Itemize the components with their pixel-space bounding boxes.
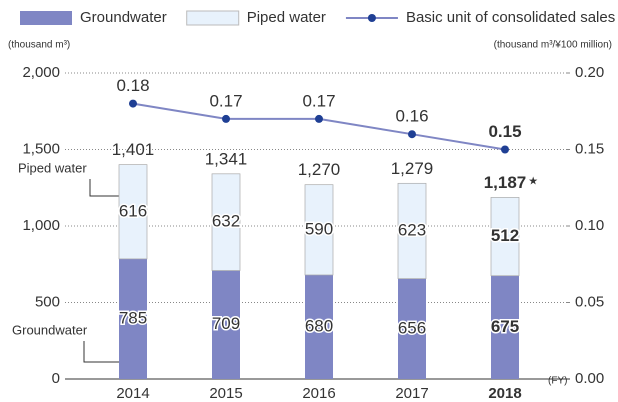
line-label: 0.17 — [209, 91, 242, 110]
bar-segment — [304, 184, 334, 276]
y2-axis-label: (thousand m³/¥100 million) — [494, 40, 612, 51]
legend-swatch — [20, 11, 72, 25]
x-tick-label: 2017 — [395, 385, 428, 402]
y2-tick-label: 0.00 — [575, 370, 604, 387]
y2-tick-label: 0.15 — [575, 140, 604, 157]
total-mark: ★ — [528, 175, 538, 187]
data-label: 632 — [212, 212, 240, 231]
line-point — [129, 99, 137, 108]
y-tick-label: 500 — [35, 293, 60, 310]
bar-segment — [212, 270, 240, 379]
data-label: 785 — [119, 308, 147, 327]
total-label: 1,187 — [484, 173, 527, 192]
y-axis-label: (thousand m³) — [8, 40, 70, 51]
data-label: 675 — [491, 317, 519, 336]
callout — [83, 341, 131, 363]
y2-tick-label: 0.20 — [575, 64, 604, 81]
bar-segment — [118, 164, 148, 260]
data-label: 656 — [398, 318, 426, 337]
data-label: 590 — [305, 219, 333, 238]
y2-tick-label: 0.10 — [575, 217, 604, 234]
data-label: 616 — [119, 201, 147, 220]
legend-label: Groundwater — [80, 9, 167, 26]
legend-dot — [367, 14, 376, 22]
data-label: 680 — [305, 316, 333, 335]
x-tick-label: 2016 — [302, 385, 335, 402]
y-tick-label: 1,500 — [22, 140, 60, 157]
x-tick-label: 2018 — [488, 385, 521, 402]
legend-label: Basic unit of consolidated sales — [406, 9, 615, 26]
bar-segment — [119, 258, 147, 379]
data-label: 512 — [491, 226, 519, 245]
annotation: Groundwater — [12, 322, 88, 337]
annotation: Piped water — [18, 160, 87, 175]
line-label: 0.16 — [395, 107, 428, 126]
y-tick-label: 2,000 — [22, 64, 60, 81]
total-label: 1,279 — [391, 159, 434, 178]
line-point — [501, 145, 509, 154]
bar-segment — [211, 173, 241, 271]
legend-swatch — [186, 10, 240, 26]
x-tick-label: 2014 — [116, 385, 149, 402]
total-label: 1,401 — [112, 140, 155, 159]
line — [132, 102, 506, 151]
legend-label: Piped water — [247, 9, 326, 26]
line-point — [222, 114, 230, 123]
y-tick-label: 1,000 — [22, 217, 60, 234]
callout — [89, 179, 131, 197]
y2-tick-label: 0.05 — [575, 293, 604, 310]
x-tick-label: 2015 — [209, 385, 242, 402]
bar-segment — [491, 275, 519, 379]
data-label: 623 — [398, 220, 426, 239]
bar-segment — [398, 278, 426, 379]
bar-segment — [397, 182, 427, 279]
line-label: 0.17 — [302, 91, 335, 110]
bar-segment — [490, 197, 520, 277]
line-label: 0.15 — [488, 122, 521, 141]
data-label: 709 — [212, 314, 240, 333]
x-unit: (FY) — [548, 376, 567, 387]
total-label: 1,270 — [298, 160, 341, 179]
y-tick-label: 0 — [52, 370, 60, 387]
line-point — [408, 130, 416, 139]
line-label: 0.18 — [116, 76, 149, 95]
bar-segment — [305, 274, 333, 379]
line-point — [315, 114, 323, 123]
total-label: 1,341 — [205, 149, 248, 168]
